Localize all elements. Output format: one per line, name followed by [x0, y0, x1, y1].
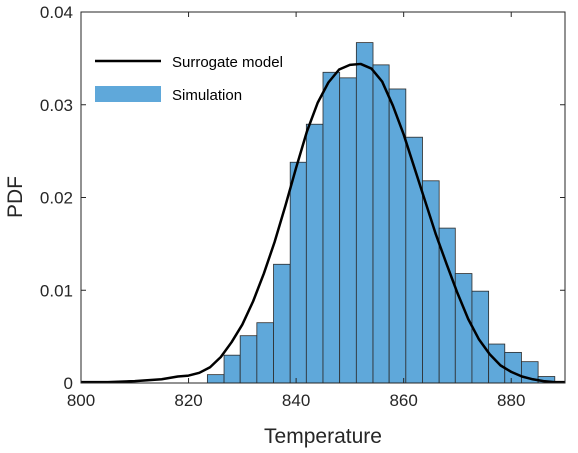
x-tick-label: 880 [497, 391, 525, 410]
histogram-bar-2 [223, 354, 241, 384]
histogram-bar-16 [454, 273, 473, 384]
legend-swatch-simulation [95, 86, 161, 102]
y-tick-label: 0.03 [40, 96, 73, 115]
y-tick-label: 0.04 [40, 3, 73, 22]
histogram-bar-3 [239, 335, 258, 384]
histogram-bar-8 [322, 71, 341, 384]
histogram-bar-7 [305, 123, 324, 384]
y-tick-label: 0.02 [40, 189, 73, 208]
histogram-bars [206, 42, 556, 384]
histogram-bar-13 [405, 136, 423, 384]
histogram-bar-10 [355, 42, 374, 384]
histogram-bar-19 [504, 351, 522, 384]
y-axis-title: PDF [4, 176, 27, 218]
histogram-bar-6 [289, 161, 307, 384]
x-axis-title: Temperature [264, 425, 382, 448]
histogram-bar-1 [206, 374, 225, 384]
legend-label-simulation: Simulation [172, 87, 242, 104]
x-tick-label: 800 [67, 391, 95, 410]
histogram-bar-5 [273, 263, 291, 384]
y-axis: 0 0.01 0.02 0.03 0.04 [40, 3, 565, 393]
histogram-bar-18 [488, 343, 506, 384]
x-tick-label: 840 [282, 391, 310, 410]
legend-label-surrogate-model: Surrogate model [172, 54, 283, 71]
x-axis: 800 820 840 860 880 [67, 12, 525, 410]
histogram-bar-14 [422, 180, 440, 384]
surrogate-model-line [81, 62, 565, 384]
y-tick-label: 0.01 [40, 281, 73, 300]
histogram-bar-9 [339, 77, 357, 384]
y-tick-label: 0 [64, 374, 73, 393]
histogram-bar-17 [471, 290, 490, 384]
histogram-bar-4 [256, 322, 274, 384]
legend: Surrogate model Simulation [95, 54, 283, 104]
x-tick-label: 820 [174, 391, 202, 410]
histogram-bar-11 [372, 64, 390, 384]
x-tick-label: 860 [389, 391, 417, 410]
